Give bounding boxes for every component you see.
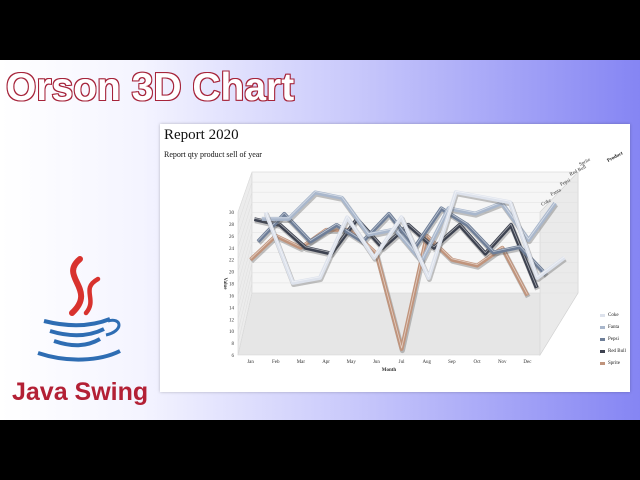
chart-title: Report 2020: [164, 127, 239, 143]
legend-item: Fanta: [600, 321, 630, 333]
y-tick-label: 16: [229, 294, 235, 299]
gridline-side: [237, 242, 253, 296]
x-tick-label: Dec: [523, 360, 532, 365]
legend-item: Pepsi: [600, 333, 630, 345]
x-tick-label: Apr: [322, 360, 330, 365]
x-tick-label: Jun: [373, 360, 380, 365]
gridline-side: [237, 232, 253, 284]
depth-axis-label: Fanta: [550, 188, 563, 198]
gridline-side: [237, 272, 253, 332]
gridline-side: [237, 222, 253, 272]
y-tick-label: 24: [229, 247, 235, 252]
series-line-fanta: [261, 190, 557, 264]
legend-label: Coke: [608, 312, 619, 318]
legend-label: Red Bull: [608, 348, 626, 354]
x-tick-label: Nov: [498, 360, 507, 365]
gridline-side: [237, 171, 253, 213]
y-tick-label: 22: [229, 259, 235, 264]
y-tick-label: 10: [229, 330, 235, 335]
legend-item: Coke: [600, 309, 630, 321]
x-tick-label: Jan: [247, 360, 254, 365]
depth-axis-label: Red Bull: [569, 165, 588, 178]
y-tick-label: 6: [232, 354, 235, 359]
chart-plot: 6 8 10 12 14 16 18 20 22 24 26 28 30 Value Jan Feb Mar Ap…: [222, 151, 625, 373]
legend-swatch: [600, 313, 605, 317]
gridline-side: [237, 212, 253, 260]
y-tick-label: 30: [229, 211, 235, 216]
gridline-side: [237, 202, 253, 248]
depth-axis-label: Pepsi: [560, 178, 572, 188]
depth-axis-label: Sprite: [579, 157, 593, 167]
series-highlight: [257, 207, 547, 274]
y-tick-label: 12: [229, 318, 235, 323]
x-tick-label: Mar: [297, 360, 306, 365]
y-tick-label: 28: [229, 223, 235, 228]
y-tick-label: 14: [229, 306, 235, 311]
depth-axis-label: Coke: [541, 198, 553, 208]
legend-label: Fanta: [608, 324, 620, 330]
x-tick-label: Feb: [272, 360, 280, 365]
x-axis-label: Month: [382, 368, 397, 373]
chart-legend: Coke Fanta Pepsi Red Bull Sprite: [600, 309, 630, 369]
x-tick-label: May: [347, 360, 357, 365]
y-tick-label: 18: [229, 283, 235, 288]
gridline-side: [237, 282, 253, 344]
series-highlight: [261, 191, 556, 261]
gridline-side: [237, 262, 253, 320]
legend-swatch: [600, 337, 605, 341]
x-tick-label: Sep: [448, 360, 456, 365]
chart-panel: 6 8 10 12 14 16 18 20 22 24 26 28 30 Value Jan Feb Mar Ap…: [160, 124, 630, 392]
gridline-side: [237, 252, 253, 308]
legend-label: Pepsi: [608, 336, 619, 342]
x-tick-label: Aug: [422, 360, 431, 365]
y-tick-label: 26: [229, 235, 235, 240]
gridline-side: [237, 292, 253, 356]
y-tick-label: 20: [229, 271, 235, 276]
series-highlight: [265, 190, 565, 283]
java-swing-label: Java Swing: [12, 378, 149, 406]
x-tick-label: Oct: [473, 360, 481, 365]
chart-subtitle: Report qty product sell of year: [164, 150, 262, 159]
x-tick-label: Jul: [399, 360, 405, 365]
legend-item: Sprite: [600, 357, 630, 369]
y-axis-label: Value: [222, 277, 227, 290]
depth-axis-title: Product: [607, 151, 625, 164]
legend-swatch: [600, 361, 605, 365]
thumbnail-frame: Orson 3D Chart Java Swing 6 8 10 12 14 16 18 20…: [0, 60, 640, 420]
series-highlight: [250, 228, 528, 349]
headline: Orson 3D Chart: [5, 65, 295, 110]
legend-label: Sprite: [608, 360, 620, 366]
series-line-pepsi: [256, 206, 548, 276]
legend-swatch: [600, 349, 605, 353]
legend-swatch: [600, 325, 605, 329]
gridline-side: [237, 192, 253, 236]
java-logo-icon: [37, 256, 121, 362]
y-tick-label: 8: [232, 342, 235, 347]
legend-item: Red Bull: [600, 345, 630, 357]
gridline-side: [237, 182, 253, 224]
